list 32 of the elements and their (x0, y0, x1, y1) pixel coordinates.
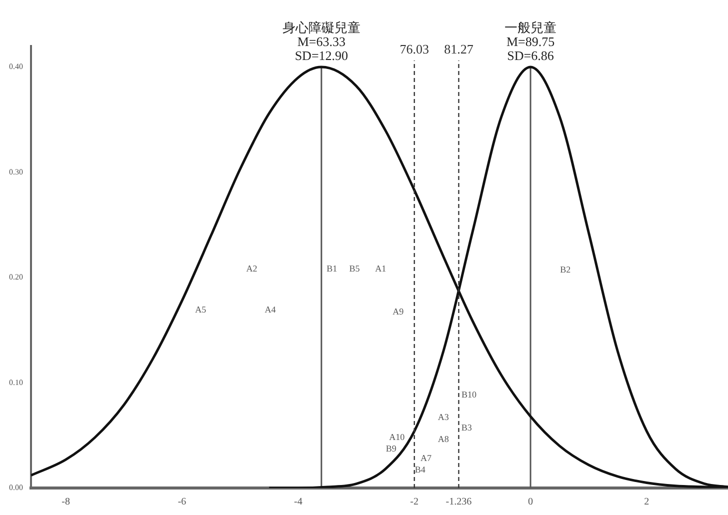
annotation: A7 (420, 452, 432, 463)
annotation: A4 (264, 304, 276, 315)
annotation: A8 (438, 434, 450, 444)
x-tick-label: -6 (178, 496, 186, 508)
y-tick-label: 0.40 (9, 62, 23, 72)
x-tick-label: -2 (410, 496, 419, 508)
x-tick-label: -4 (294, 496, 302, 508)
x-tick-label: 2 (644, 496, 650, 508)
annotation: B2 (560, 264, 571, 275)
annotation: A2 (246, 263, 258, 274)
annotation: B4 (414, 464, 426, 474)
annotation: B1 (326, 263, 338, 274)
annotation: 身心障礙兒童 M=63.33 SD=12.90 (282, 20, 360, 63)
x-tick-label: -8 (62, 496, 70, 508)
annotation: 76.03 (400, 41, 429, 56)
annotation: B3 (461, 422, 472, 432)
annotation: 81.27 (444, 41, 474, 56)
annotation: B9 (386, 443, 397, 454)
y-tick-label: 0.30 (9, 167, 23, 176)
annotation: A9 (392, 306, 404, 317)
annotation: A3 (438, 412, 450, 422)
y-tick-label: 0.10 (9, 378, 23, 387)
x-tick-label: -1.236 (446, 496, 472, 508)
annotation: A1 (375, 263, 386, 274)
annotation: B5 (349, 263, 360, 274)
annotation: A5 (195, 304, 207, 315)
annotation: 一般兒童 M=89.75 SD=6.86 (504, 20, 557, 63)
x-tick-label: 0 (528, 496, 534, 508)
annotation: B10 (461, 390, 477, 400)
annotation: A10 (389, 432, 406, 442)
y-tick-label: 0.20 (9, 272, 23, 282)
y-tick-label: 0.00 (9, 483, 23, 492)
